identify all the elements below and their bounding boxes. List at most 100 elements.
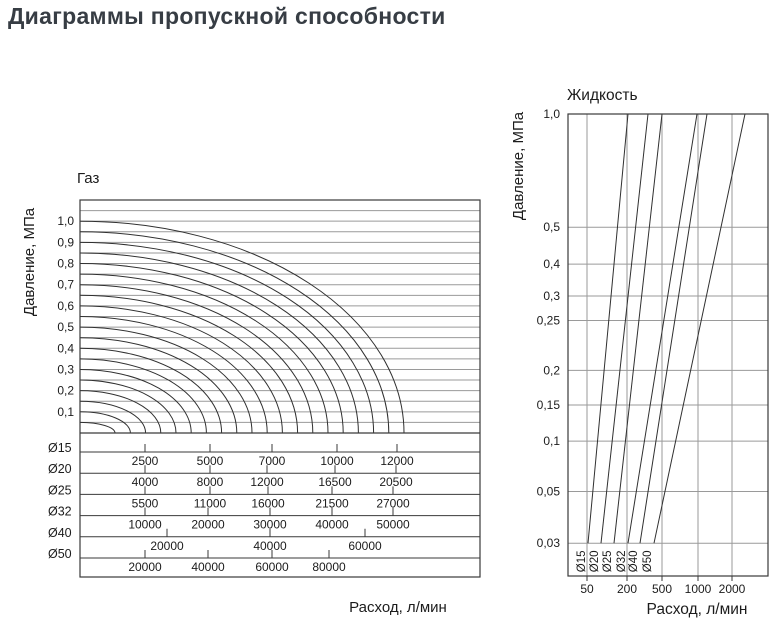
gas-curve — [79, 358, 207, 434]
liquid-xtick-label: 1000 — [685, 582, 712, 596]
liquid-series-line — [627, 113, 698, 544]
gas-scale-value: 5500 — [132, 496, 159, 510]
gas-yaxis-title: Давление, МПа — [21, 207, 38, 316]
gas-curve — [79, 294, 299, 434]
gas-ytick-label: 0,3 — [57, 362, 74, 376]
gas-curve — [79, 421, 116, 434]
gas-ytick-label: 0,6 — [57, 299, 74, 313]
gas-curve — [79, 400, 147, 434]
gas-scale-value: 40000 — [315, 518, 349, 532]
liquid-xtick-label: 200 — [617, 582, 637, 596]
gas-scale-value: 4000 — [132, 475, 159, 489]
gas-curve — [79, 337, 238, 434]
gas-scale-value: 7000 — [259, 454, 286, 468]
liquid-ytick-label: 0,03 — [537, 536, 561, 550]
liquid-ytick-label: 0,1 — [543, 434, 560, 448]
liquid-ytick-label: 1,0 — [543, 107, 560, 121]
gas-curve — [79, 390, 162, 434]
gas-scale-row-label: Ø25 — [48, 483, 72, 497]
gas-scale-row-label: Ø50 — [48, 547, 72, 561]
liquid-ytick-label: 0,2 — [543, 363, 560, 377]
gas-outer-frame — [79, 199, 481, 578]
gas-chart: 1,0 0,9 0,8 0,7 0,6 0,5 0,4 0,3 0,2 0,1 Ø15 2500 500… — [20, 165, 490, 625]
gas-scale-value: 80000 — [312, 560, 346, 574]
liquid-ytick-label: 0,4 — [543, 257, 560, 271]
gas-curve — [79, 316, 268, 434]
liquid-ytick-label: 0,15 — [537, 398, 561, 412]
liquid-ytick-label: 0,05 — [537, 484, 561, 498]
gas-curve — [79, 379, 177, 434]
gas-scale-value: 20000 — [128, 560, 162, 574]
gas-chart-canvas: 1,0 0,9 0,8 0,7 0,6 0,5 0,4 0,3 0,2 0,1 Ø15 2500 500… — [21, 170, 481, 616]
liquid-xtick-label: 2000 — [719, 582, 746, 596]
gas-scale-row-label: Ø20 — [48, 462, 72, 476]
gas-ytick-label: 0,4 — [57, 341, 74, 355]
gas-scale-value: 2500 — [132, 454, 159, 468]
gas-chart-title: Газ — [77, 170, 99, 187]
gas-curve — [79, 284, 314, 434]
liquid-series-line — [639, 113, 708, 544]
liquid-xtick-label: 50 — [580, 582, 594, 596]
liquid-series-label: Ø20 — [589, 550, 601, 572]
gas-curve — [79, 220, 405, 434]
liquid-series-label: Ø40 — [628, 550, 640, 572]
liquid-yaxis-title: Давление, МПа — [510, 111, 527, 220]
liquid-series-label: Ø25 — [602, 550, 614, 572]
liquid-chart: 1,0 0,5 0,4 0,3 0,25 0,2 0,15 0,1 0,05 0,03 50 200 5… — [505, 80, 783, 626]
liquid-series-label: Ø50 — [642, 550, 654, 572]
liquid-series-line — [587, 113, 629, 544]
gas-scale-value: 20500 — [379, 475, 413, 489]
gas-xaxis-title: Расход, л/мин — [349, 599, 447, 616]
gas-scale-value: 11000 — [194, 496, 227, 510]
gas-curve — [79, 241, 375, 434]
liquid-series-line — [653, 113, 746, 544]
gas-scale-value: 10000 — [128, 518, 162, 532]
gas-curve — [79, 231, 390, 434]
gas-curve — [79, 347, 223, 434]
gas-ytick-label: 0,5 — [57, 320, 74, 334]
gas-scale-value: 5000 — [197, 454, 224, 468]
gas-ytick-label: 0,2 — [57, 384, 74, 398]
gas-curve — [79, 305, 283, 434]
gas-ytick-label: 0,8 — [57, 257, 74, 271]
liquid-series-label: Ø32 — [616, 550, 628, 572]
liquid-series-line — [613, 113, 663, 544]
gas-curve — [79, 326, 253, 434]
gas-scale-value: 10000 — [320, 454, 354, 468]
gas-scale-value: 12000 — [380, 454, 414, 468]
gas-ytick-label: 0,1 — [57, 405, 74, 419]
liquid-ytick-label: 0,3 — [543, 289, 560, 303]
liquid-series-label: Ø15 — [576, 550, 588, 572]
gas-scale-value: 16500 — [318, 475, 352, 489]
liquid-chart-title: Жидкость — [567, 87, 638, 104]
gas-curve — [79, 411, 131, 434]
gas-scale-value: 60000 — [255, 560, 289, 574]
gas-scale-value: 60000 — [348, 539, 382, 553]
gas-scale-row-label: Ø32 — [48, 505, 72, 519]
liquid-xaxis-title: Расход, л/мин — [647, 601, 748, 618]
gas-curve — [79, 273, 329, 434]
gas-scale-value: 20000 — [191, 518, 225, 532]
gas-curve — [79, 369, 192, 434]
gas-curve — [79, 252, 359, 434]
page-title: Диаграммы пропускной способности — [8, 3, 446, 29]
gas-ytick-label: 1,0 — [57, 214, 74, 228]
gas-scale-value: 8000 — [197, 475, 224, 489]
gas-scale-value: 40000 — [253, 539, 287, 553]
gas-scale-value: 16000 — [251, 496, 285, 510]
gas-scale-value: 12000 — [250, 475, 284, 489]
gas-ytick-label: 0,7 — [57, 278, 74, 292]
gas-scale-value: 27000 — [376, 496, 410, 510]
gas-curve — [79, 263, 344, 434]
gas-scale-value: 21500 — [315, 496, 349, 510]
liquid-plot-frame — [567, 113, 769, 577]
liquid-series-line — [600, 113, 649, 544]
gas-scale-value: 20000 — [150, 539, 184, 553]
liquid-ytick-label: 0,5 — [543, 220, 560, 234]
gas-ytick-label: 0,9 — [57, 235, 74, 249]
gas-scale-value: 30000 — [253, 518, 287, 532]
gas-scale-row-label: Ø40 — [48, 526, 72, 540]
liquid-chart-canvas: 1,0 0,5 0,4 0,3 0,25 0,2 0,15 0,1 0,05 0,03 50 200 5… — [510, 87, 769, 618]
liquid-ytick-label: 0,25 — [537, 314, 561, 328]
liquid-xtick-label: 500 — [652, 582, 672, 596]
